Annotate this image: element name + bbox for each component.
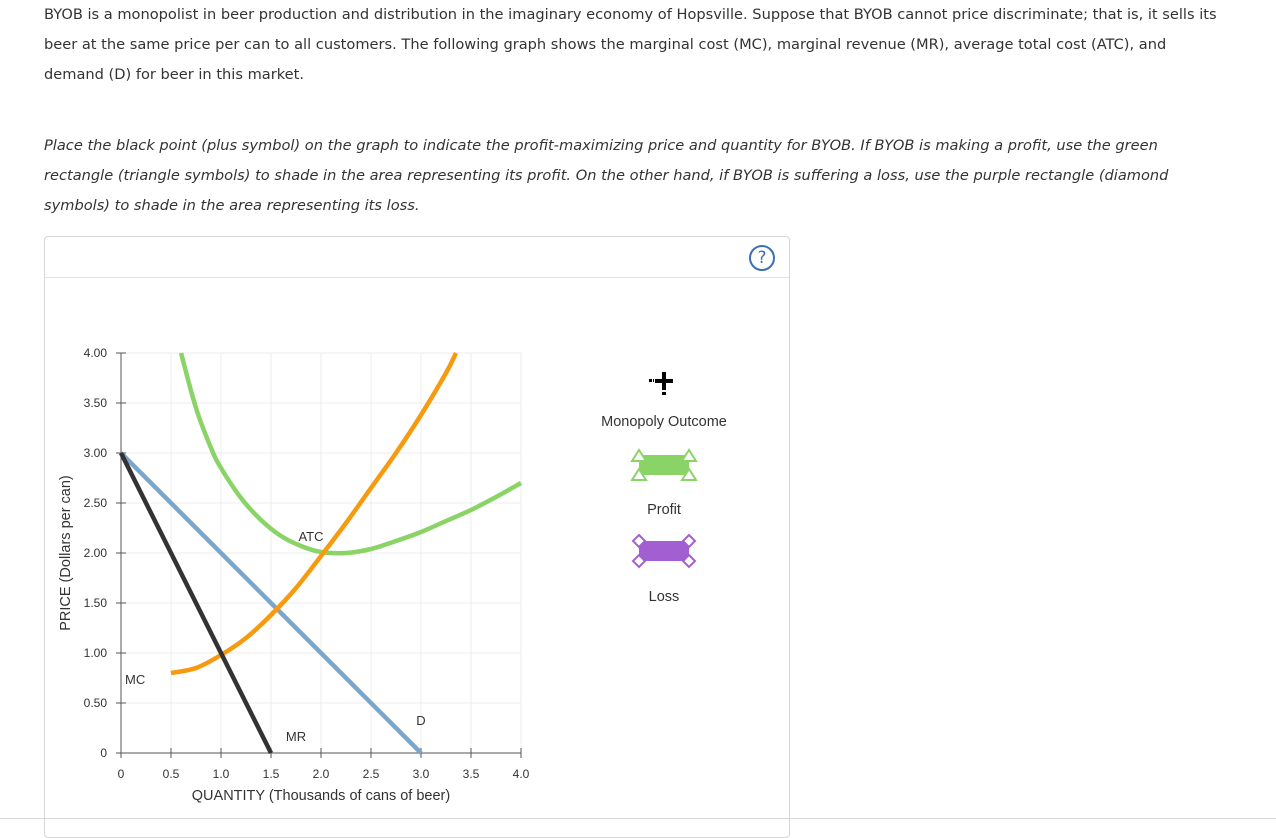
graph-panel: ? 0 0.50 1.00 1.50 2.00 2.50 3.00 3.50 4.00 0 0.5 1… <box>44 236 790 838</box>
curve-label-mc: MC <box>125 672 145 687</box>
x-tick-label: 0.5 <box>163 767 180 781</box>
x-tick-label: 0 <box>118 767 125 781</box>
y-axis-label: PRICE (Dollars per can) <box>58 475 74 631</box>
series-line-atc <box>178 352 523 556</box>
y-tick-label: 3.50 <box>84 396 108 410</box>
chart[interactable]: 0 0.50 1.00 1.50 2.00 2.50 3.00 3.50 4.00 0 0.5 1.0… <box>45 237 789 819</box>
x-tick-label: 4.0 <box>513 767 530 781</box>
y-tick-label: 2.50 <box>84 496 108 510</box>
profit-label: Profit <box>647 502 681 518</box>
help-button[interactable]: ? <box>749 245 775 271</box>
intro-text: BYOB is a monopolist in beer production … <box>44 6 1217 83</box>
x-tick-label: 2.5 <box>363 767 380 781</box>
loss-label: Loss <box>648 589 680 605</box>
x-tick-label: 1.5 <box>263 767 280 781</box>
instructions-text: Place the black point (plus symbol) on t… <box>44 137 1169 214</box>
question-circle-icon: ? <box>757 248 767 268</box>
monopoly-outcome-label: Monopoly Outcome <box>601 414 727 430</box>
y-tick-label: 0.50 <box>84 696 108 710</box>
x-tick-label: 3.5 <box>463 767 480 781</box>
series-line-d <box>119 451 423 755</box>
plus-point-icon[interactable] <box>649 367 679 395</box>
x-tick-label: 1.0 <box>213 767 230 781</box>
x-tick-label: 3.0 <box>413 767 430 781</box>
page-bottom-divider <box>0 818 1276 819</box>
curve-label-mr: MR <box>286 729 306 744</box>
x-axis-label: QUANTITY (Thousands of cans of beer) <box>192 788 450 804</box>
series-line-mr <box>118 451 274 755</box>
y-tick-label: 1.50 <box>84 596 108 610</box>
y-tick-label: 0 <box>100 746 107 760</box>
x-tick-label: 2.0 <box>313 767 330 781</box>
green-rectangle-triangle-icon[interactable] <box>629 447 699 483</box>
purple-rectangle-diamond-icon[interactable] <box>629 533 699 569</box>
y-tick-label: 2.00 <box>84 546 108 560</box>
y-tick-label: 4.00 <box>84 346 108 360</box>
panel-header: ? <box>45 237 789 278</box>
y-tick-label: 3.00 <box>84 446 108 460</box>
curve-label-d: D <box>416 713 425 728</box>
y-tick-label: 1.00 <box>84 646 108 660</box>
curve-label-atc: ATC <box>298 529 323 544</box>
series-line-mc <box>170 351 459 676</box>
